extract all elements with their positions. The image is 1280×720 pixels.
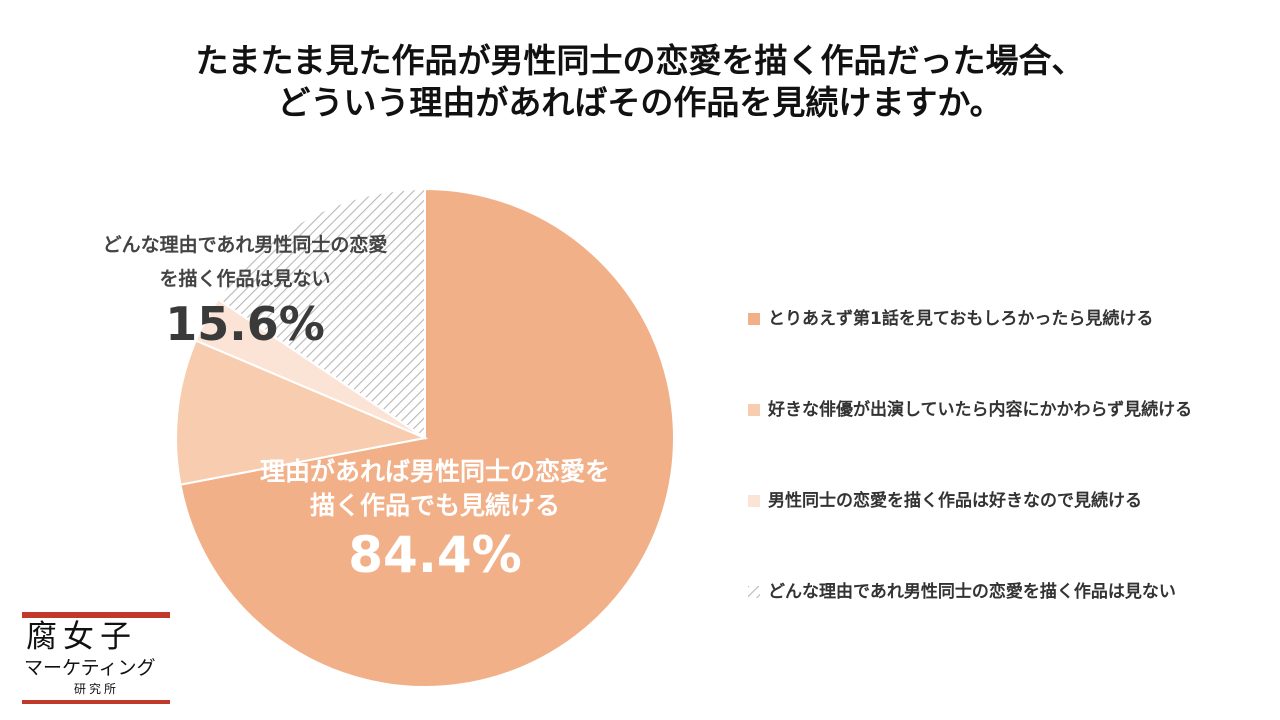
legend-label-like-bl: 男性同士の恋愛を描く作品は好きなので見続ける [768,491,1142,511]
legend-item-first-episode: とりあえず第1話を見ておもしろかったら見続ける [748,304,1153,329]
callout-no-watch: どんな理由であれ男性同士の恋愛 を描く作品は見ない 15.6% [60,228,430,352]
callout-no-watch-line2: を描く作品は見ない [159,268,331,290]
legend-swatch-like-bl [748,495,760,507]
callout-watch-line2: 描く作品でも見続ける [309,491,560,520]
legend-label-no-watch: どんな理由であれ男性同士の恋愛を描く作品は見ない [768,582,1176,602]
legend-label-first-episode: とりあえず第1話を見ておもしろかったら見続ける [768,309,1154,329]
brand-logo: 腐女子 マーケティング 研究所 [22,612,170,704]
chart-title: たまたま見た作品が男性同士の恋愛を描く作品だった場合、 どういう理由があればその… [0,40,1280,124]
legend-swatch-first-episode [748,313,760,325]
callout-no-watch-value: 15.6% [165,297,325,351]
legend-item-like-bl: 男性同士の恋愛を描く作品は好きなので見続ける [748,486,1142,511]
legend-swatch-no-watch [748,586,760,598]
pie-slice-no-watch [216,187,426,440]
logo-main-text: 腐女子 [26,619,137,655]
callout-watch: 理由があれば男性同士の恋愛を 描く作品でも見続ける 84.4% [210,455,660,587]
legend-item-no-watch: どんな理由であれ男性同士の恋愛を描く作品は見ない [748,577,1176,602]
callout-watch-value: 84.4% [348,526,522,584]
pie-slice-favorite-actor [175,339,429,486]
logo-top-bar [22,612,170,618]
logo-sub-text: マーケティング [24,657,156,679]
logo-small-text: 研究所 [74,682,120,696]
callout-watch-line1: 理由があれば男性同士の恋愛を [259,457,610,486]
logo-bottom-bar [22,700,170,704]
legend-item-favorite-actor: 好きな俳優が出演していたら内容にかかわらず見続ける [748,395,1192,420]
chart-title-line1: たまたま見た作品が男性同士の恋愛を描く作品だった場合、 [195,41,1085,80]
callout-no-watch-line1: どんな理由であれ男性同士の恋愛 [102,234,388,256]
legend-label-favorite-actor: 好きな俳優が出演していたら内容にかかわらず見続ける [768,400,1193,420]
legend-swatch-favorite-actor [748,404,760,416]
chart-title-line2: どういう理由があればその作品を見続けますか。 [277,83,1003,122]
